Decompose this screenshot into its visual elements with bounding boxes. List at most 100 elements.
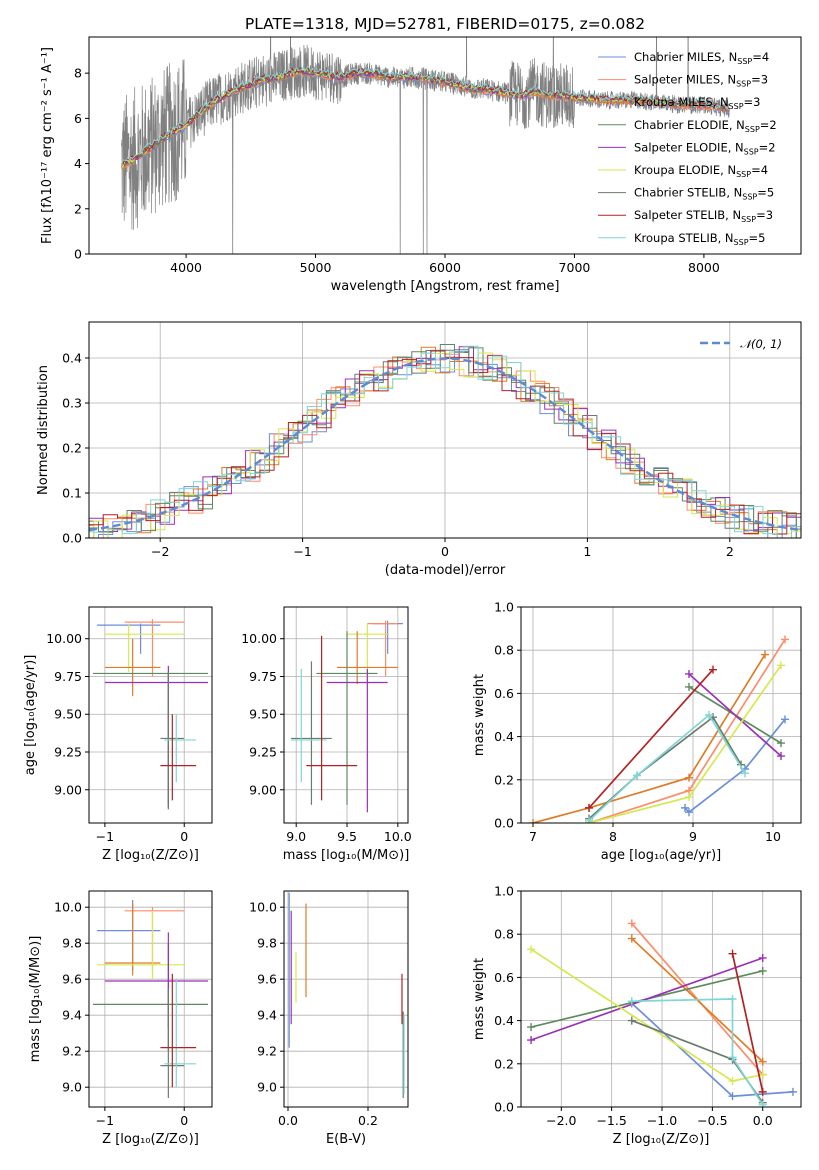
x-tick-label: −1.0	[647, 1113, 677, 1128]
series-marker	[685, 808, 693, 817]
series-marker	[627, 1016, 636, 1025]
series-marker	[705, 711, 713, 719]
legend-entry: Chabrier STELIB, NSSP=5	[634, 186, 774, 202]
series-marker	[781, 635, 789, 644]
x-tick-label: −2	[151, 544, 169, 559]
legend-subscript: SSP	[737, 57, 752, 66]
series-marker	[585, 816, 593, 823]
legend-label: Kroupa MILES, N	[634, 95, 729, 109]
legend-subscript: SSP	[734, 238, 749, 247]
legend-subscript: SSP	[736, 80, 751, 89]
x-tick-label: 0	[180, 829, 188, 844]
legend-count: =3	[744, 95, 761, 109]
x-axis-label: Z [log₁₀(Z/Z⊙)]	[613, 1132, 710, 1147]
x-tick-label: 0.0	[278, 1113, 298, 1128]
chart-title: PLATE=1318, MJD=52781, FIBERID=0175, z=0…	[245, 15, 645, 33]
legend-count: =3	[751, 73, 768, 87]
y-tick-label: 9.0	[257, 1080, 277, 1095]
legend-subscript: SSP	[744, 147, 759, 156]
legend-entry: Kroupa MILES, NSSP=3	[634, 95, 760, 111]
legend-count: =5	[749, 231, 766, 245]
series-marker	[527, 945, 536, 954]
series-line	[530, 957, 763, 1041]
series-marker	[527, 1036, 536, 1045]
series-marker	[633, 771, 641, 780]
series-marker	[781, 715, 789, 724]
y-tick-label: 10.00	[46, 631, 82, 646]
y-tick-label: 0.2	[494, 1056, 514, 1071]
series-marker	[758, 1087, 767, 1096]
y-tick-label: 0.0	[62, 531, 82, 546]
legend-subscript: SSP	[729, 102, 744, 111]
series-marker	[627, 934, 636, 943]
legend-subscript: SSP	[736, 170, 751, 179]
histogram-step	[89, 345, 801, 538]
legend-subscript: SSP	[745, 125, 760, 134]
series-line	[530, 948, 763, 1083]
series-line	[684, 718, 786, 814]
y-tick-label: 0.2	[62, 441, 82, 456]
x-axis-label: mass [log₁₀(M/M⊙)]	[283, 848, 410, 863]
x-tick-label: 0.2	[358, 1113, 378, 1128]
weight-vs-z-frame	[520, 890, 802, 1108]
y-tick-label: 0.8	[494, 927, 514, 942]
normal-reference-curve	[88, 357, 802, 532]
y-tick-label: 10.00	[241, 631, 277, 646]
histogram-step	[89, 346, 801, 538]
legend-count: =5	[757, 186, 774, 200]
series-marker	[758, 1070, 767, 1079]
series-line	[731, 953, 764, 1093]
mass-vs-z-axes: −1 0 9.0 9.2 9.4 9.6 9.8 10.0 Z [log₁₀(Z/Z⊙)] mas…	[28, 891, 212, 1147]
y-tick-label: 9.8	[257, 936, 277, 951]
legend-count: =2	[760, 118, 777, 132]
y-tick-label: 9.6	[257, 972, 277, 987]
series-marker	[681, 803, 689, 812]
legend-entry: Salpeter ELODIE, NSSP=2	[634, 140, 776, 156]
age-vs-z-axes: −1 0 9.00 9.25 9.50 9.75 10.00 Z [log₁₀(Z/Z⊙)] a…	[23, 607, 212, 863]
legend-entry: Kroupa ELODIE, NSSP=4	[634, 163, 768, 179]
x-tick-label: 2	[726, 544, 734, 559]
y-tick-label: 0.4	[494, 1013, 514, 1028]
y-tick-label: 0.3	[62, 396, 82, 411]
y-axis-label: Normed distribution	[36, 365, 51, 495]
age-vs-z-points	[92, 619, 209, 810]
series-marker	[529, 819, 537, 823]
series-marker	[685, 773, 693, 782]
age-vs-z-frame	[88, 606, 213, 824]
legend-entry: Salpeter STELIB, NSSP=3	[634, 208, 773, 224]
x-tick-label: 10.0	[384, 829, 412, 844]
y-tick-label: 9.25	[249, 745, 277, 760]
x-tick-label: 9	[689, 829, 697, 844]
x-axis-label: E(B-V)	[326, 1132, 366, 1147]
y-tick-label: 9.2	[62, 1044, 82, 1059]
legend-count: =3	[756, 208, 773, 222]
legend-entry: Chabrier ELODIE, NSSP=2	[634, 118, 777, 134]
spectrum-axes: 4000 5000 6000 7000 8000 0 2 4 6 8 wavelength [Ang…	[40, 47, 720, 294]
x-axis-label: (data-model)/error	[385, 563, 506, 578]
x-tick-label: 8	[609, 829, 617, 844]
y-tick-label: 4	[74, 156, 82, 171]
y-tick-label: 9.4	[257, 1008, 277, 1023]
x-tick-label: 9.5	[337, 829, 357, 844]
x-tick-label: 1	[583, 544, 591, 559]
series-marker	[627, 997, 636, 1006]
legend-subscript: SSP	[741, 215, 756, 224]
histogram-step	[89, 350, 801, 538]
y-tick-label: 9.8	[62, 936, 82, 951]
series-marker	[627, 919, 636, 928]
y-tick-label: 9.6	[62, 972, 82, 987]
series-line	[588, 669, 714, 809]
y-tick-label: 9.2	[257, 1044, 277, 1059]
y-tick-label: 9.25	[54, 745, 82, 760]
y-tick-label: 9.75	[249, 669, 277, 684]
mass-vs-ebv-points	[288, 892, 405, 1098]
y-tick-label: 9.00	[249, 782, 277, 797]
y-tick-label: 0.8	[494, 643, 514, 658]
y-tick-label: 0.4	[494, 729, 514, 744]
y-tick-label: 9.75	[54, 669, 82, 684]
x-tick-label: −0.5	[697, 1113, 727, 1128]
spectrum-model-line	[120, 65, 730, 167]
series-marker	[527, 1023, 536, 1032]
legend-label: Chabrier ELODIE, N	[634, 118, 745, 132]
y-tick-label: 10.0	[249, 900, 277, 915]
